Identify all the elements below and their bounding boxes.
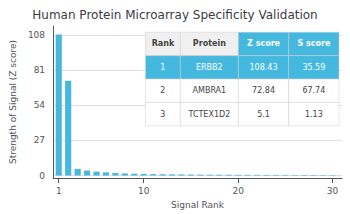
svg-text:1: 1 bbox=[56, 186, 62, 196]
svg-text:Strength of Signal (Z score): Strength of Signal (Z score) bbox=[8, 40, 18, 164]
svg-text:0: 0 bbox=[39, 171, 45, 181]
svg-text:108.43: 108.43 bbox=[250, 63, 278, 72]
svg-text:3: 3 bbox=[160, 110, 165, 119]
svg-text:67.74: 67.74 bbox=[302, 86, 325, 95]
svg-text:54: 54 bbox=[34, 100, 46, 110]
svg-text:S score: S score bbox=[297, 39, 330, 48]
svg-text:5.1: 5.1 bbox=[257, 110, 270, 119]
svg-text:10: 10 bbox=[138, 186, 150, 196]
svg-text:20: 20 bbox=[232, 186, 244, 196]
svg-text:1.13: 1.13 bbox=[305, 110, 323, 119]
svg-text:ERBB2: ERBB2 bbox=[196, 63, 223, 72]
svg-text:108: 108 bbox=[28, 30, 45, 40]
svg-text:Signal Rank: Signal Rank bbox=[171, 200, 225, 210]
svg-text:81: 81 bbox=[34, 65, 45, 75]
svg-text:Z score: Z score bbox=[247, 39, 281, 48]
svg-text:Rank: Rank bbox=[152, 39, 175, 48]
svg-text:TCTEX1D2: TCTEX1D2 bbox=[187, 110, 230, 119]
svg-text:Human Protein Microarray Speci: Human Protein Microarray Specificity Val… bbox=[32, 8, 317, 22]
svg-text:30: 30 bbox=[327, 186, 339, 196]
svg-text:27: 27 bbox=[34, 135, 45, 145]
svg-text:Protein: Protein bbox=[193, 39, 226, 48]
svg-text:35.59: 35.59 bbox=[302, 63, 325, 72]
svg-text:72.84: 72.84 bbox=[252, 86, 275, 95]
svg-text:2: 2 bbox=[160, 86, 165, 95]
svg-text:AMBRA1: AMBRA1 bbox=[193, 86, 227, 95]
svg-text:1: 1 bbox=[160, 63, 165, 72]
